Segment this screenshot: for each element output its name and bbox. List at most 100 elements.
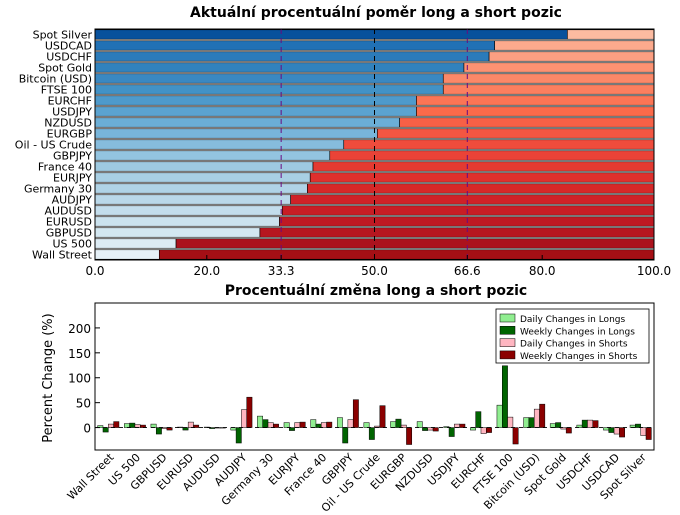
legend-label: Weekly Changes in Longs <box>520 327 635 337</box>
bar-change <box>496 404 503 428</box>
bar-change <box>432 427 439 432</box>
category-label: EURCHF <box>48 95 92 108</box>
bar-change <box>459 423 466 428</box>
bar-change <box>363 422 370 428</box>
bar-change <box>283 422 290 428</box>
bar-change <box>150 423 157 428</box>
bar-short <box>442 73 655 84</box>
bar-short <box>488 51 655 62</box>
category-label: GBPJPY <box>53 150 92 163</box>
bar-long <box>94 161 314 172</box>
bar-change <box>257 415 263 428</box>
bar-change <box>587 419 594 428</box>
bar-long <box>94 183 308 194</box>
bar-change <box>134 424 141 428</box>
bar-change <box>645 427 652 440</box>
bar-long <box>94 117 400 128</box>
bar-change <box>613 427 620 435</box>
bar-change <box>486 427 492 433</box>
bar-change <box>336 417 343 428</box>
bar-change <box>321 422 327 428</box>
bar-change <box>102 427 109 433</box>
x-tick-label: 100.0 <box>637 264 671 278</box>
y-tick-label: 50 <box>76 397 91 411</box>
bar-change <box>400 424 407 428</box>
bar-change <box>97 425 104 428</box>
bar-short <box>416 95 655 106</box>
bar-change <box>443 426 450 428</box>
category-label: Bitcoin (USD) <box>19 73 92 86</box>
bar-change <box>480 427 487 434</box>
bar-change <box>315 423 322 428</box>
bar-short <box>175 238 655 249</box>
category-label: Spot Silver <box>33 29 93 42</box>
bar-change <box>528 417 535 428</box>
bar-change <box>448 427 455 437</box>
bar-short <box>399 117 655 128</box>
bar-change <box>549 423 556 428</box>
category-label: EURGBP <box>47 128 93 141</box>
bar-short <box>376 128 655 139</box>
bar-long <box>94 62 465 73</box>
y-tick-label: 200 <box>68 322 91 336</box>
bar-change <box>294 422 301 428</box>
bar-long <box>94 106 417 117</box>
bar-long <box>94 73 444 84</box>
bar-change <box>635 423 641 428</box>
x-tick-label: 0.0 <box>85 264 104 278</box>
category-label: NZDUSD <box>44 117 92 130</box>
category-label: Germany 30 <box>24 183 92 196</box>
bar-change <box>379 405 386 428</box>
y-tick-label: 0 <box>83 422 91 436</box>
category-label: France 40 <box>38 161 92 174</box>
legend-swatch <box>499 313 516 323</box>
bar-change <box>475 411 482 428</box>
bar-short <box>158 249 655 260</box>
bar-short <box>290 194 655 205</box>
legend-label: Daily Changes in Longs <box>520 315 625 325</box>
bar-change <box>502 365 508 428</box>
legend-swatch <box>499 350 516 360</box>
x-tick-label: 33.3 <box>268 264 295 278</box>
bar-long <box>94 238 177 249</box>
bar-change <box>262 419 269 428</box>
bar-short <box>567 29 655 40</box>
bar-change <box>608 427 615 433</box>
category-label: USDCAD <box>45 40 92 53</box>
bar-short <box>329 150 655 161</box>
bar-long <box>94 227 261 238</box>
bar-short <box>494 40 655 51</box>
bar-short <box>343 139 655 150</box>
bar-change <box>539 403 546 428</box>
category-label: EURUSD <box>46 216 92 229</box>
category-label: FTSE 100 <box>41 84 92 97</box>
category-label: US 500 <box>52 238 92 251</box>
bar-change <box>352 399 359 428</box>
bar-change <box>406 427 413 445</box>
bar-change <box>581 419 588 428</box>
bar-long <box>94 51 490 62</box>
category-label: Spot Gold <box>38 62 92 75</box>
bar-change <box>187 421 194 428</box>
bar-long <box>94 95 417 106</box>
bar-long <box>94 139 345 150</box>
bar-long <box>94 29 568 40</box>
category-label: EURJPY <box>53 172 92 185</box>
bar-change <box>523 417 530 428</box>
bar-change <box>246 396 253 428</box>
legend-swatch <box>499 338 516 347</box>
bar-change <box>124 423 130 428</box>
bar-change <box>565 427 572 434</box>
bar-change <box>235 427 242 444</box>
x-tick-label: 80.0 <box>529 264 556 278</box>
category-label: GBPUSD <box>46 227 92 240</box>
bar-change <box>416 421 423 428</box>
bar-change <box>454 423 460 428</box>
category-label: Wall Street <box>32 249 93 262</box>
bar-long <box>94 128 378 139</box>
x-tick-label: 20.0 <box>193 264 220 278</box>
bar-long <box>94 205 283 216</box>
